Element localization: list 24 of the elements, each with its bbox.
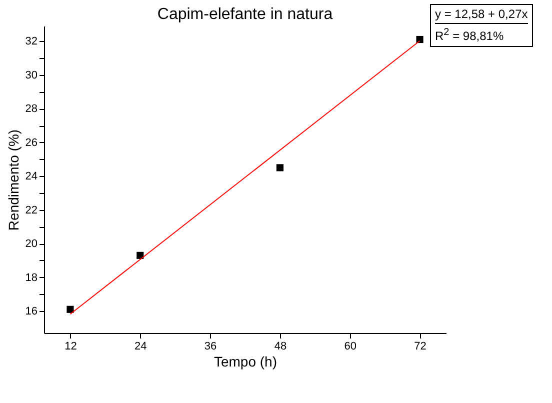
x-tick-label: 36 — [204, 340, 217, 352]
x-tick-label: 48 — [274, 340, 287, 352]
point — [136, 252, 144, 259]
annotation: R$^{2}$ = 98,81% — [435, 23, 528, 45]
y-tick-label: 20 — [25, 238, 38, 250]
x-tick-label: 12 — [64, 340, 77, 352]
x-tick-label: 60 — [344, 340, 356, 352]
point — [276, 164, 284, 172]
y-tick-label: 28 — [25, 103, 38, 116]
y-tick-label: 24 — [25, 170, 38, 183]
chart-title: Capim-elefante in natura — [157, 6, 333, 23]
y-tick-label: 16 — [25, 306, 38, 318]
point — [66, 306, 74, 313]
y-tick-label: 32 — [25, 36, 38, 48]
y-tick-label: 26 — [25, 136, 38, 149]
y-tick-label: 30 — [25, 69, 38, 82]
x-tick-label: 24 — [134, 340, 147, 352]
y-tick-label: 22 — [25, 204, 38, 216]
x-axis-title: Tempo (h) — [214, 354, 278, 370]
x-tick-label: 72 — [414, 340, 426, 352]
y-axis-title: Rendimento (%) — [5, 129, 22, 231]
y-tick-label: 18 — [25, 272, 38, 284]
text: y = 12,58 + 0,27x — [435, 6, 528, 23]
point — [416, 36, 424, 44]
